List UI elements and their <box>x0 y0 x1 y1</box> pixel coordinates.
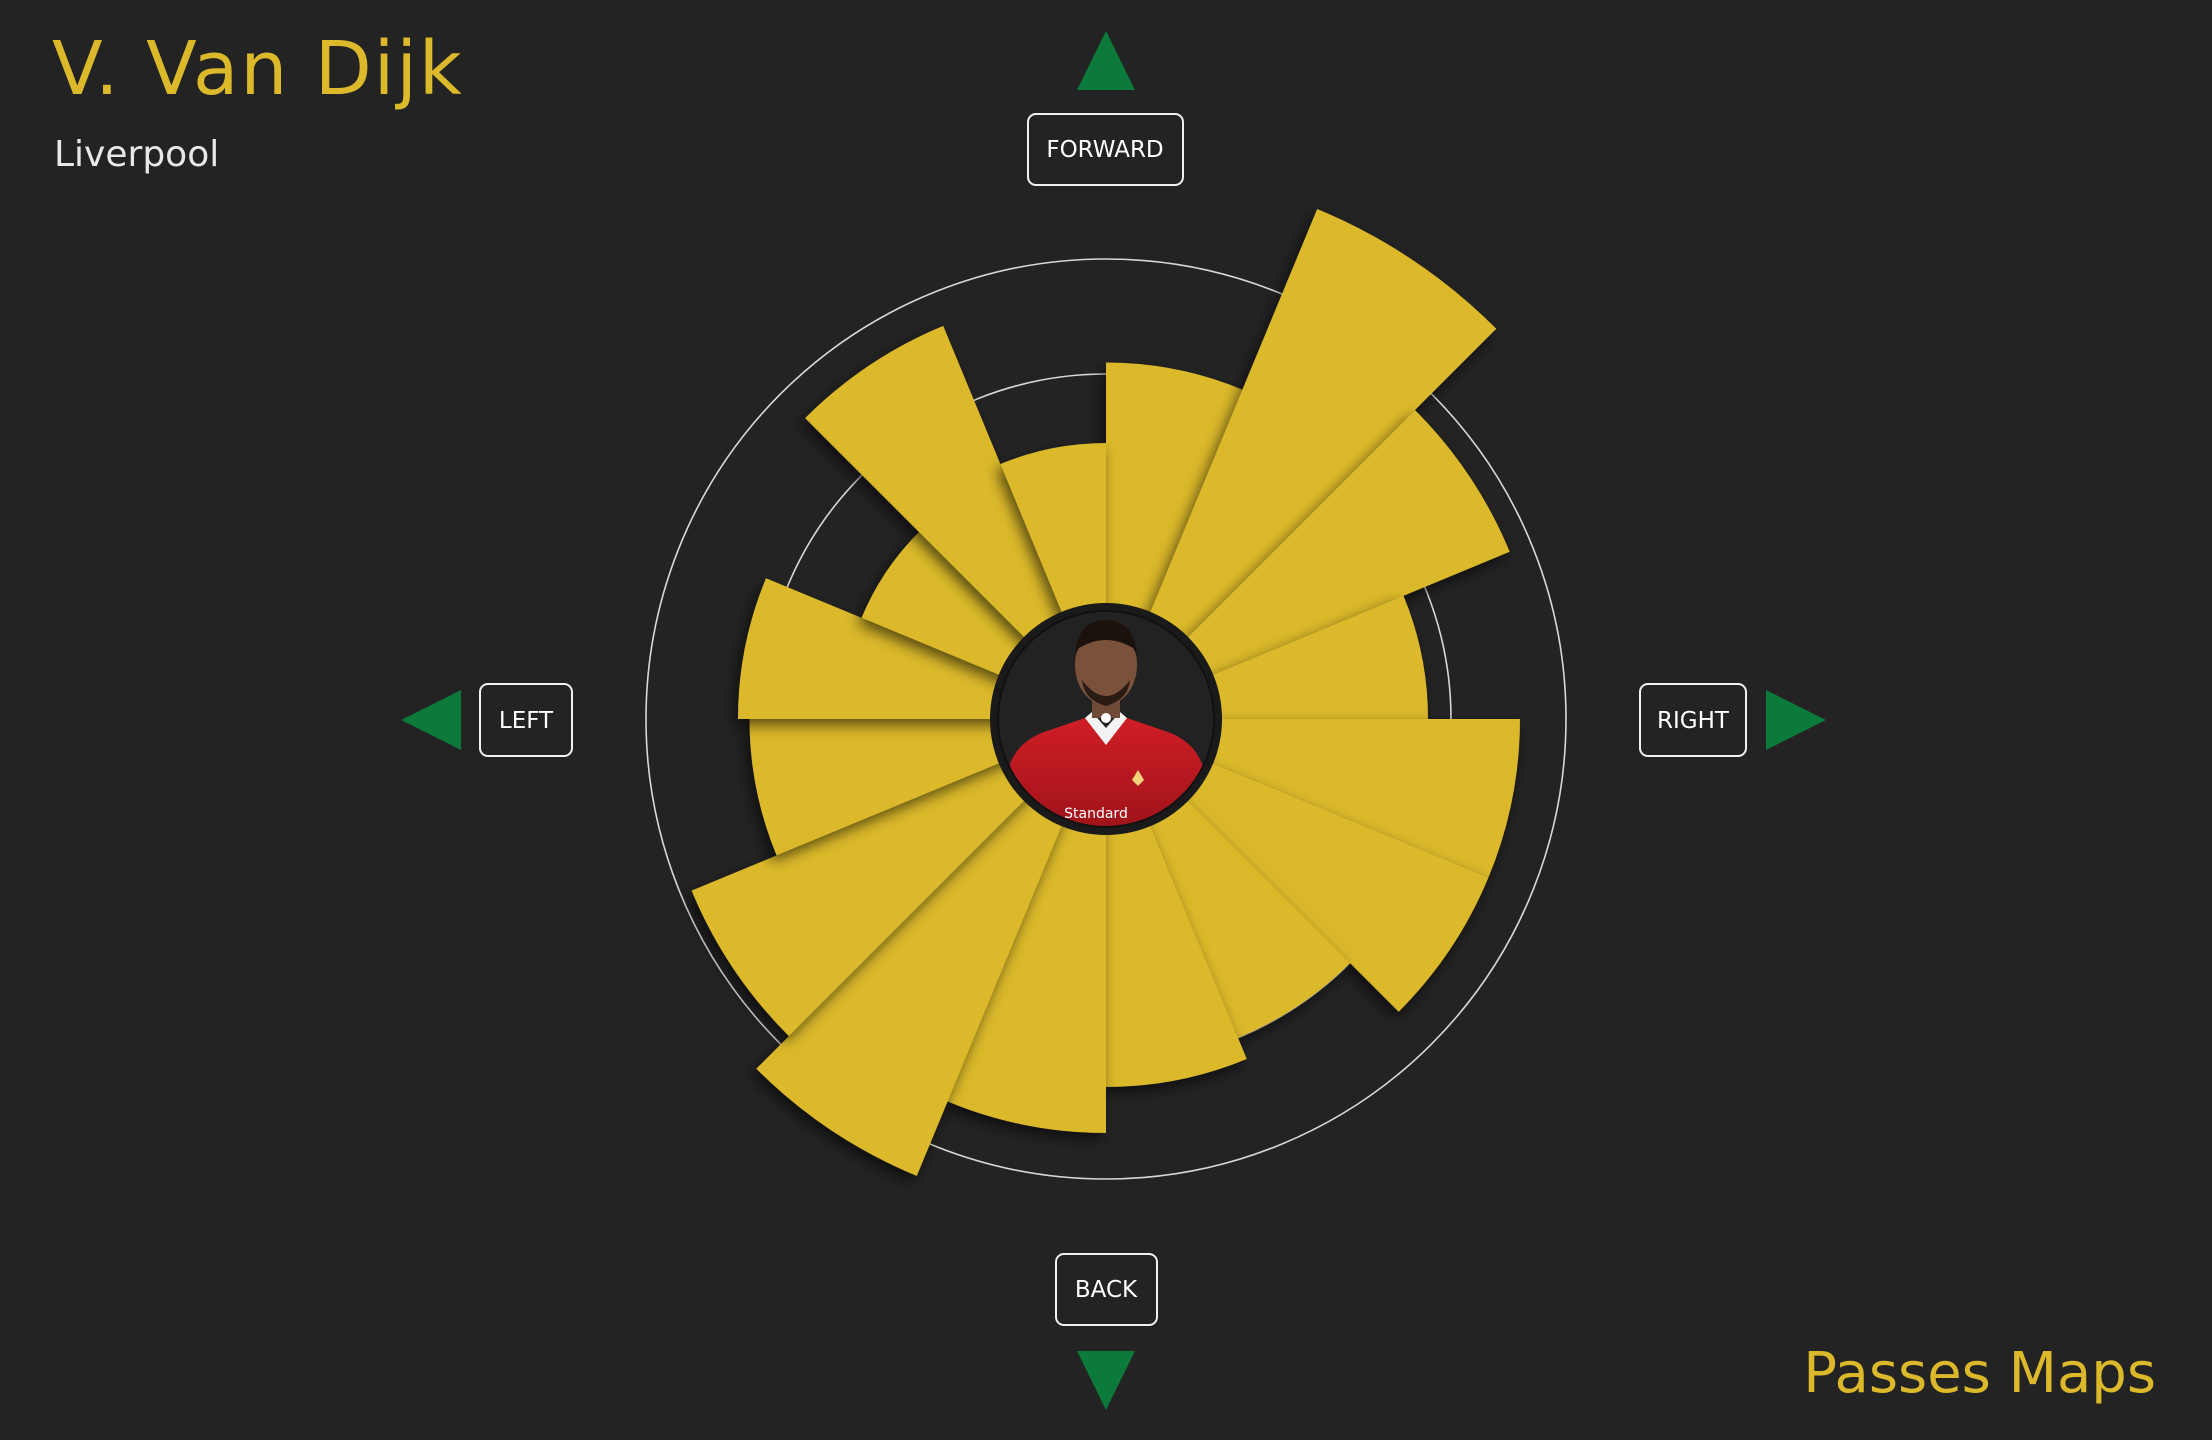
forward-label: FORWARD <box>1027 113 1184 186</box>
pass-wedge <box>756 719 1106 1176</box>
player-name: V. Van Dijk <box>52 26 464 112</box>
pass-wedge <box>1106 209 1497 719</box>
svg-text:BACK: BACK <box>1075 1277 1138 1303</box>
svg-text:FORWARD: FORWARD <box>1046 137 1163 163</box>
right-label: RIGHT <box>1639 683 1747 757</box>
arrow-down-icon <box>1077 1351 1135 1410</box>
pass-wedge <box>1106 719 1489 1012</box>
arrow-right-icon <box>1766 690 1826 750</box>
back-label: BACK <box>1055 1253 1158 1326</box>
pass-wedge <box>805 325 1106 719</box>
footer-title: Passes Maps <box>1803 1341 2156 1406</box>
arrow-left-icon <box>401 690 461 750</box>
left-label: LEFT <box>479 683 573 757</box>
player-avatar-icon: Standard <box>990 603 1222 835</box>
pass-wedge <box>1106 410 1510 719</box>
shirt-sponsor-text: Standard <box>1064 806 1128 822</box>
team-name: Liverpool <box>54 134 220 175</box>
grid-ring <box>645 258 1567 1180</box>
svg-text:LEFT: LEFT <box>499 708 554 734</box>
svg-text:RIGHT: RIGHT <box>1657 708 1730 734</box>
pass-wedge <box>691 719 1106 1037</box>
arrow-up-icon <box>1077 31 1135 90</box>
